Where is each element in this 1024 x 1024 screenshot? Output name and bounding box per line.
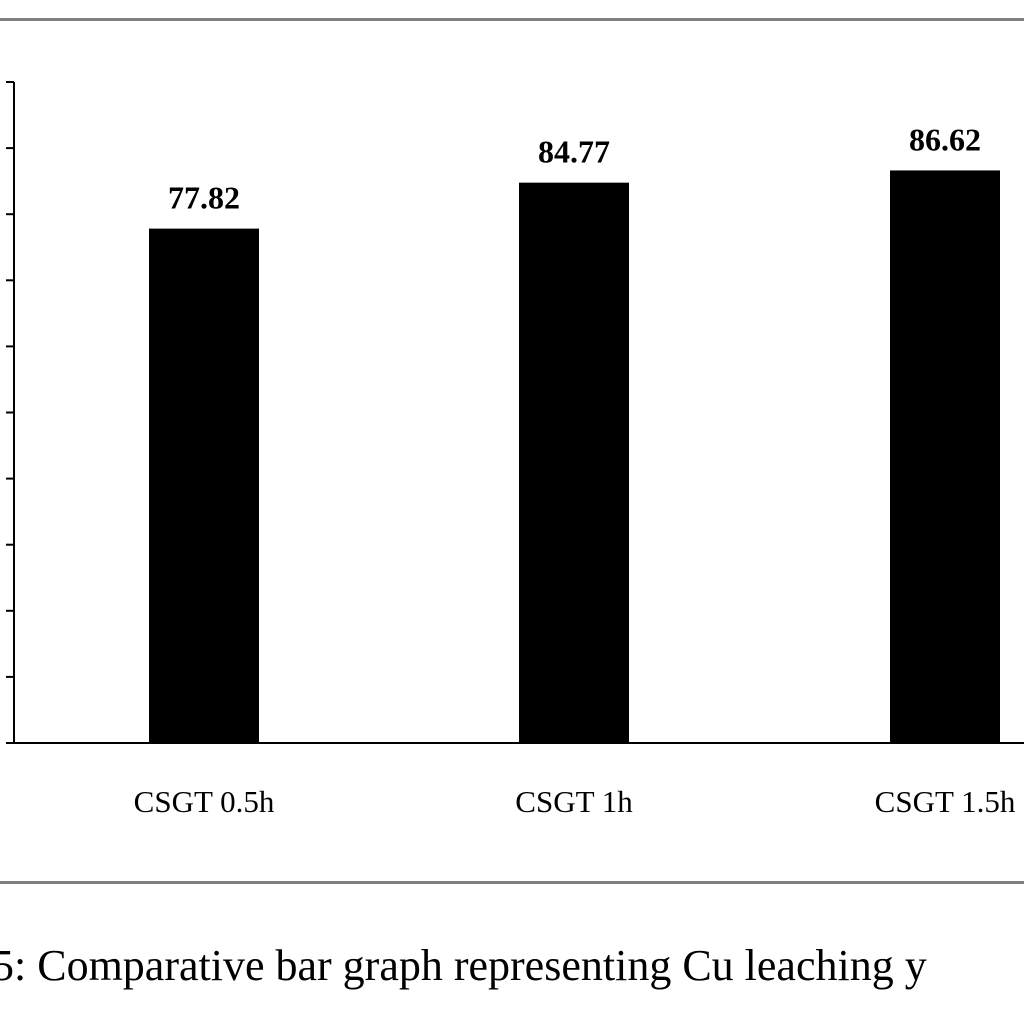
chart-labels: 77.82 CSGT 0.5h 84.77 CSGT 1h 86.62 CSGT 1.5h (134, 121, 1016, 819)
bar-2 (519, 182, 629, 744)
bar-3 (890, 170, 1000, 744)
figure-frame-top-border (0, 18, 1024, 21)
x-tick-label-2: CSGT 1h (515, 784, 633, 819)
x-tick-label-1: CSGT 0.5h (134, 784, 275, 819)
bar-1 (149, 228, 259, 743)
figure-caption: 5: Comparative bar graph representing Cu… (0, 941, 927, 990)
chart-bars (149, 170, 1000, 744)
figure-frame-bottom-border (0, 881, 1024, 884)
data-label-2: 84.77 (538, 134, 610, 170)
x-tick-label-3: CSGT 1.5h (875, 784, 1016, 819)
data-label-3: 86.62 (909, 121, 981, 157)
data-label-1: 77.82 (168, 180, 240, 216)
bar-chart: 77.82 CSGT 0.5h 84.77 CSGT 1h 86.62 CSGT 1.5h (6, 81, 1024, 819)
